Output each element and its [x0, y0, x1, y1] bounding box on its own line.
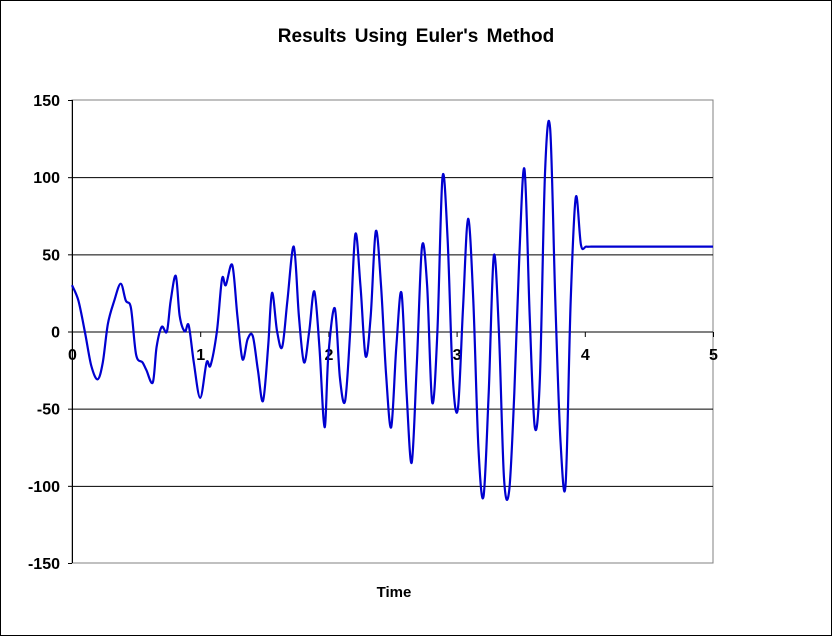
- x-tick-label: 1: [196, 347, 205, 364]
- y-tick-label: -150: [28, 556, 60, 573]
- y-tick-label: 0: [51, 325, 60, 342]
- y-tick-label: 100: [33, 170, 60, 187]
- chart-title: Results Using Euler's Method: [277, 26, 555, 47]
- series-line: [70, 119, 713, 501]
- y-tick-label: -100: [28, 479, 60, 496]
- y-tick-label: 150: [33, 93, 60, 110]
- x-axis-title: Time: [376, 584, 412, 601]
- x-tick-label: 4: [581, 347, 590, 364]
- y-tick-label: 50: [42, 247, 60, 264]
- x-tick-label: 3: [453, 347, 462, 364]
- y-tick-label: -50: [37, 402, 60, 419]
- x-tick-label: 0: [68, 347, 77, 364]
- x-tick-label: 5: [709, 347, 718, 364]
